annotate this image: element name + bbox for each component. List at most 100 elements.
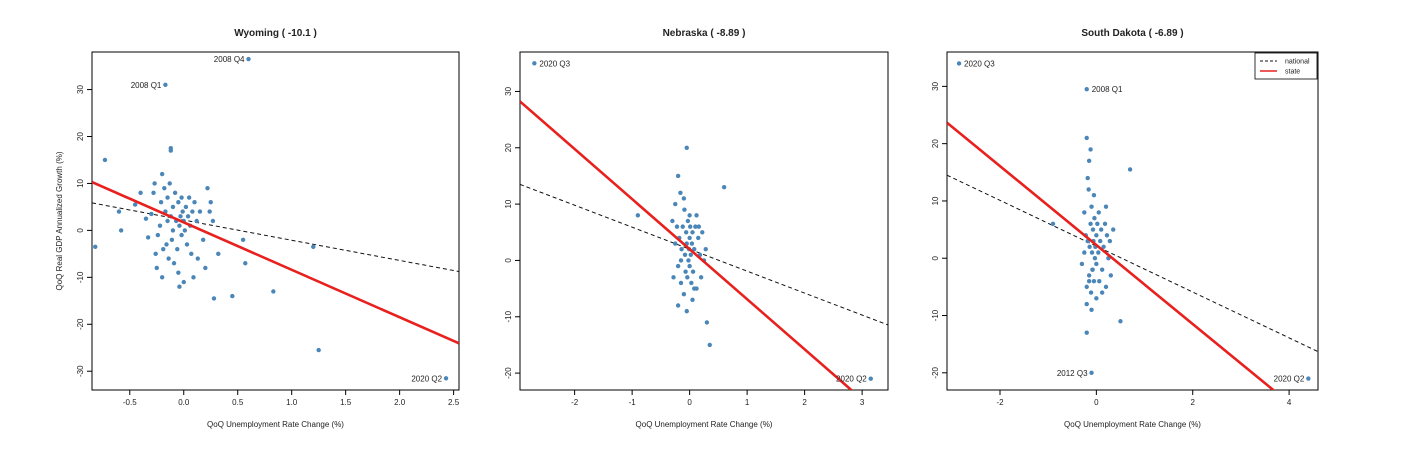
data-point (683, 269, 688, 274)
data-point (679, 246, 684, 252)
data-point (191, 275, 196, 280)
data-point (1086, 278, 1092, 284)
chart-title: Wyoming ( -10.1 ) (234, 28, 317, 39)
data-point (690, 230, 695, 235)
data-point (687, 213, 692, 218)
x-tick-label: 1.0 (286, 398, 298, 407)
data-point (179, 195, 184, 200)
data-point (704, 320, 710, 325)
data-point (1111, 227, 1116, 232)
legend-state-label: state (1285, 69, 1300, 76)
data-point (1127, 167, 1133, 172)
data-point (1092, 215, 1097, 221)
data-point (692, 246, 697, 252)
data-point (675, 303, 681, 308)
data-point (102, 157, 108, 163)
state-line (520, 100, 854, 390)
y-tick-label: -20 (504, 367, 513, 379)
data-point (171, 261, 177, 266)
national-line (92, 202, 459, 273)
y-tick-label: -30 (76, 365, 85, 377)
data-point (681, 292, 687, 297)
data-point (689, 280, 694, 286)
data-point (182, 228, 188, 233)
data-point (1101, 244, 1106, 249)
data-point (696, 235, 701, 241)
data-point (1089, 250, 1095, 255)
data-point (194, 218, 199, 224)
x-tick-label: 2.5 (448, 398, 460, 407)
data-point (165, 218, 170, 224)
data-point (721, 185, 727, 190)
data-point (158, 200, 164, 205)
data-point (673, 201, 678, 207)
data-point (1087, 244, 1092, 249)
x-tick-label: -2 (996, 398, 1004, 407)
data-point (685, 275, 690, 280)
data-point (1094, 233, 1099, 238)
data-point (868, 376, 873, 381)
data-point (203, 265, 208, 271)
national-line (947, 174, 1318, 353)
data-point (155, 232, 161, 238)
data-point (180, 209, 185, 214)
data-point (690, 297, 695, 303)
y-tick-label: -10 (931, 309, 940, 321)
data-point (178, 214, 183, 219)
data-point (116, 209, 122, 214)
data-point (956, 61, 962, 66)
data-point (162, 185, 167, 191)
data-point (1082, 210, 1087, 215)
data-point (132, 202, 138, 207)
data-point (1089, 307, 1094, 312)
data-point (675, 263, 681, 269)
point-annotation: 2012 Q3 (1057, 369, 1088, 378)
point-annotation: 2020 Q2 (836, 375, 867, 384)
data-point (167, 181, 172, 186)
data-point (176, 200, 181, 205)
data-point (689, 241, 695, 246)
y-tick-label: -10 (76, 271, 85, 283)
x-tick-label: 2 (1191, 398, 1196, 407)
data-point (1084, 135, 1089, 141)
y-tick-label: 10 (76, 178, 85, 187)
y-tick-label: -10 (504, 310, 513, 322)
data-point (1094, 261, 1099, 267)
y-tick-label: 20 (931, 139, 940, 148)
data-point (186, 195, 192, 200)
chart-title: Nebraska ( -8.89 ) (663, 28, 746, 39)
data-point (1084, 284, 1089, 290)
data-point (693, 224, 698, 229)
data-point (1090, 227, 1096, 232)
x-axis-label: QoQ Unemployment Rate Change (%) (636, 420, 773, 429)
data-point (707, 342, 712, 348)
y-axis-label: QoQ Real GDP Annualized Growth (%) (55, 151, 64, 290)
data-point (1306, 376, 1311, 381)
chart-panel-3: South Dakota ( -6.89 )-2 0 2 4-20-100102030… (931, 28, 1319, 429)
data-point (1086, 158, 1092, 164)
data-point (311, 244, 316, 250)
x-tick-label: 0 (687, 398, 692, 407)
data-point (210, 218, 216, 224)
data-point (443, 376, 449, 381)
point-annotation: 2020 Q2 (1274, 375, 1305, 384)
data-point (216, 251, 221, 257)
data-point (1088, 147, 1093, 152)
data-point (690, 269, 696, 274)
data-point (189, 251, 194, 257)
data-point (1118, 319, 1123, 324)
y-tick-label: -20 (931, 366, 940, 378)
y-tick-label: 30 (931, 81, 940, 90)
data-point (200, 237, 206, 242)
data-point (1107, 238, 1113, 244)
data-point (177, 223, 182, 228)
data-point (1079, 261, 1085, 267)
data-point (1097, 278, 1102, 284)
x-tick-label: 1.5 (340, 398, 352, 407)
data-point (1102, 221, 1108, 227)
data-point (683, 230, 689, 235)
data-point (682, 207, 687, 212)
data-point (1050, 221, 1056, 227)
plot-area (947, 61, 1318, 390)
data-point (1094, 296, 1099, 301)
